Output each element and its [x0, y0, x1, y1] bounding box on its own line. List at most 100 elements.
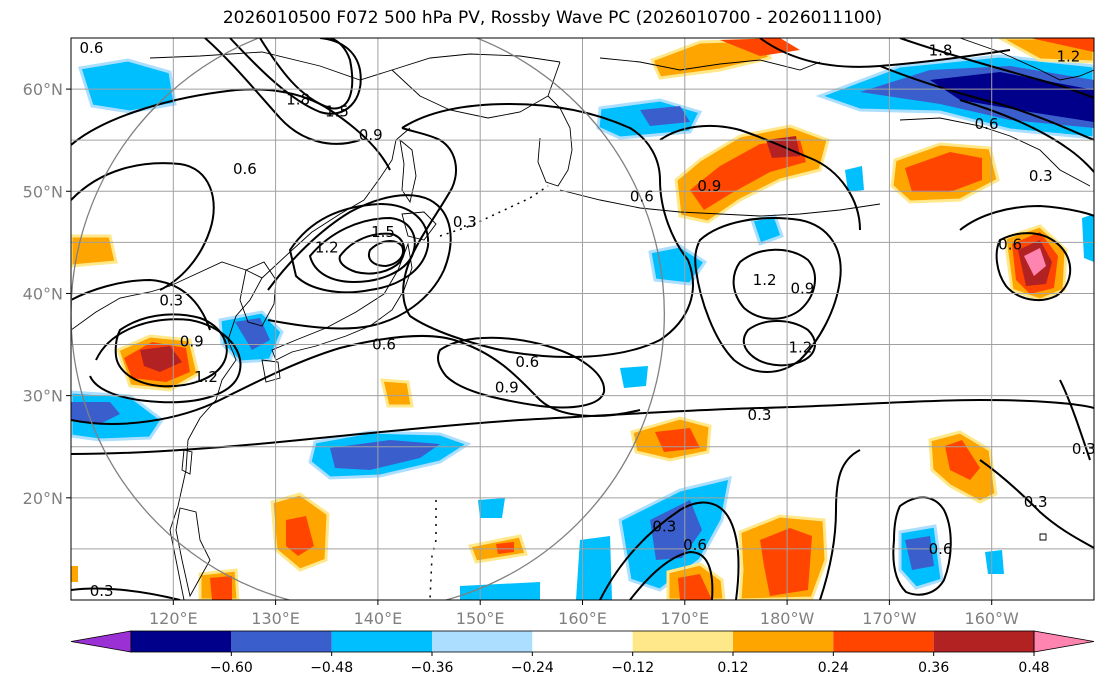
lon-tick-label: 150°E [456, 609, 505, 628]
colorbar-segment [933, 631, 1034, 652]
pv-contour [71, 398, 1094, 455]
negative-anomaly-region [985, 550, 1004, 574]
pv-contour [892, 496, 952, 596]
pv-contour [288, 202, 430, 294]
colorbar-tick-label: −0.48 [310, 660, 353, 676]
positive-anomaly-region [1024, 248, 1046, 276]
negative-anomaly-region [71, 402, 120, 424]
colorbar-tick-label: −0.24 [511, 660, 554, 676]
colorbar-extend-high [1033, 630, 1095, 653]
positive-anomaly-region [286, 516, 314, 556]
coastline-siberia-north [149, 51, 561, 81]
lon-tick-label: 120°E [149, 609, 198, 628]
contour-label: 0.3 [1024, 493, 1048, 511]
pv-contour [959, 204, 1094, 231]
coastline-philippines [175, 507, 211, 598]
pv-contour [267, 194, 452, 330]
lat-tick-label: 50°N [23, 182, 63, 201]
positive-anomaly-region [649, 38, 773, 80]
contour-label: 0.6 [929, 540, 953, 558]
colorbar: −0.60 −0.48 −0.36 −0.24 −0.12 0.12 0.24 0.36 0.4… [70, 630, 1095, 676]
contour-label: 0.3 [1072, 440, 1096, 458]
negative-anomaly-region [330, 440, 440, 470]
negative-anomaly-region [845, 166, 864, 192]
lon-tick-label: 160°W [965, 609, 1020, 628]
coastline-alaska-peninsula [899, 117, 1091, 187]
pv-contour [71, 335, 641, 425]
positive-anomaly-region [210, 576, 232, 600]
pv-contour [899, 38, 1094, 99]
contour-label: 0.3 [1029, 167, 1053, 185]
pv-contour [879, 65, 1094, 141]
negative-anomaly-region [478, 498, 505, 518]
coastline-korea [239, 261, 277, 327]
lon-tick-label: 170°W [862, 609, 917, 628]
lon-tick-label: 180°W [760, 609, 815, 628]
contour-label: 0.3 [652, 517, 676, 535]
contour-label: 1.5 [325, 103, 349, 121]
lon-tick-label: 170°E [660, 609, 709, 628]
dateline-dotted [439, 185, 549, 237]
colorbar-tick-label: 0.12 [717, 660, 748, 676]
pv-contour [629, 550, 714, 600]
contour-label: 0.3 [453, 213, 477, 231]
pv-contour [204, 38, 361, 145]
lat-tick-label: 20°N [23, 489, 63, 508]
coastlines [71, 38, 1094, 600]
coastline-primorye [261, 127, 411, 279]
contour-label: 0.6 [630, 187, 654, 205]
contour-label: 0.9 [791, 279, 815, 297]
contour-label: 0.6 [683, 536, 707, 554]
contour-label: 1.2 [315, 238, 339, 256]
negative-anomaly-region [620, 366, 648, 388]
pv-contour [71, 162, 215, 291]
lon-tick-label: 160°E [558, 609, 607, 628]
positive-anomaly-region [71, 234, 118, 268]
pv-contour [89, 318, 242, 404]
positive-anomaly-region [71, 566, 78, 582]
pv-contour [694, 217, 842, 373]
colorbar-segment [532, 631, 633, 652]
pv-contour [368, 240, 404, 268]
contour-label: 1.2 [1056, 47, 1080, 65]
pv-contours [71, 38, 1094, 600]
pv-contour [995, 232, 1072, 302]
pv-contour [401, 102, 694, 358]
positive-anomaly-region [1030, 38, 1094, 52]
island-dots [429, 500, 437, 600]
coastline-kyushu [261, 359, 281, 383]
contour-label: 0.9 [495, 378, 519, 396]
negative-anomaly-region [1082, 214, 1094, 262]
coastline-aleutians [559, 189, 881, 217]
colorbar-segment [131, 631, 232, 652]
pv-contour [114, 313, 228, 388]
positive-anomaly-region [945, 440, 980, 480]
contour-label: 1.2 [753, 271, 777, 289]
colorbar-segment [231, 631, 332, 652]
contour-label: 0.6 [975, 115, 999, 133]
pv-contour [71, 278, 211, 331]
contour-label: 0.3 [159, 292, 183, 310]
positive-anomaly-region [655, 428, 700, 452]
contour-label: 0.6 [372, 336, 396, 354]
colorbar-tick-label: 0.24 [818, 660, 849, 676]
pv-contour [599, 501, 740, 600]
pv-contour [437, 336, 606, 409]
chart-title: 2026010500 F072 500 hPa PV, Rossby Wave … [222, 8, 883, 28]
colorbar-segment [733, 631, 834, 652]
colorbar-tick-label: −0.36 [411, 660, 454, 676]
contour-label: 0.9 [697, 177, 721, 195]
coastline-chukotka [599, 57, 821, 71]
lat-tick-label: 40°N [23, 284, 63, 303]
colorbar-tick-label: 0.48 [1018, 660, 1049, 676]
contour-label: 0.6 [80, 39, 104, 57]
pv-contour [259, 38, 354, 110]
colorbar-tick-label: −0.12 [611, 660, 654, 676]
lon-tick-label: 130°E [251, 609, 300, 628]
lat-tick-label: 30°N [23, 387, 63, 406]
coastline-taiwan [181, 449, 193, 475]
coastline-hokkaido [401, 211, 437, 241]
negative-anomaly-region [905, 536, 934, 570]
contour-label: 0.9 [359, 126, 383, 144]
positive-anomaly-region [760, 528, 812, 596]
